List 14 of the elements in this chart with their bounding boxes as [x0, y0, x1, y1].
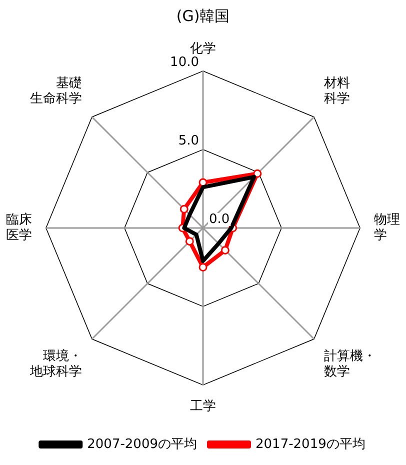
spoke-label: 化学 [190, 42, 216, 57]
chart-title: (G)韓国 [176, 6, 230, 25]
spoke-label: 臨床医学 [6, 212, 32, 244]
y-tick-label: 0.0 [209, 212, 230, 227]
legend-label: 2007-2009の平均 [87, 436, 197, 452]
spoke-label: 材料科学 [322, 76, 350, 107]
spoke-label: 工学 [190, 399, 216, 414]
y-tick-label: 5.0 [178, 133, 199, 148]
spoke-label: 物理学 [374, 212, 400, 244]
y-tick-label: 10.0 [170, 54, 199, 70]
spoke-label: 計算機・数学 [324, 349, 376, 380]
spoke-label: 環境・地球科学 [29, 348, 82, 380]
legend-label: 2017-2019の平均 [256, 436, 366, 452]
spoke-label: 基礎生命科学 [30, 76, 82, 107]
